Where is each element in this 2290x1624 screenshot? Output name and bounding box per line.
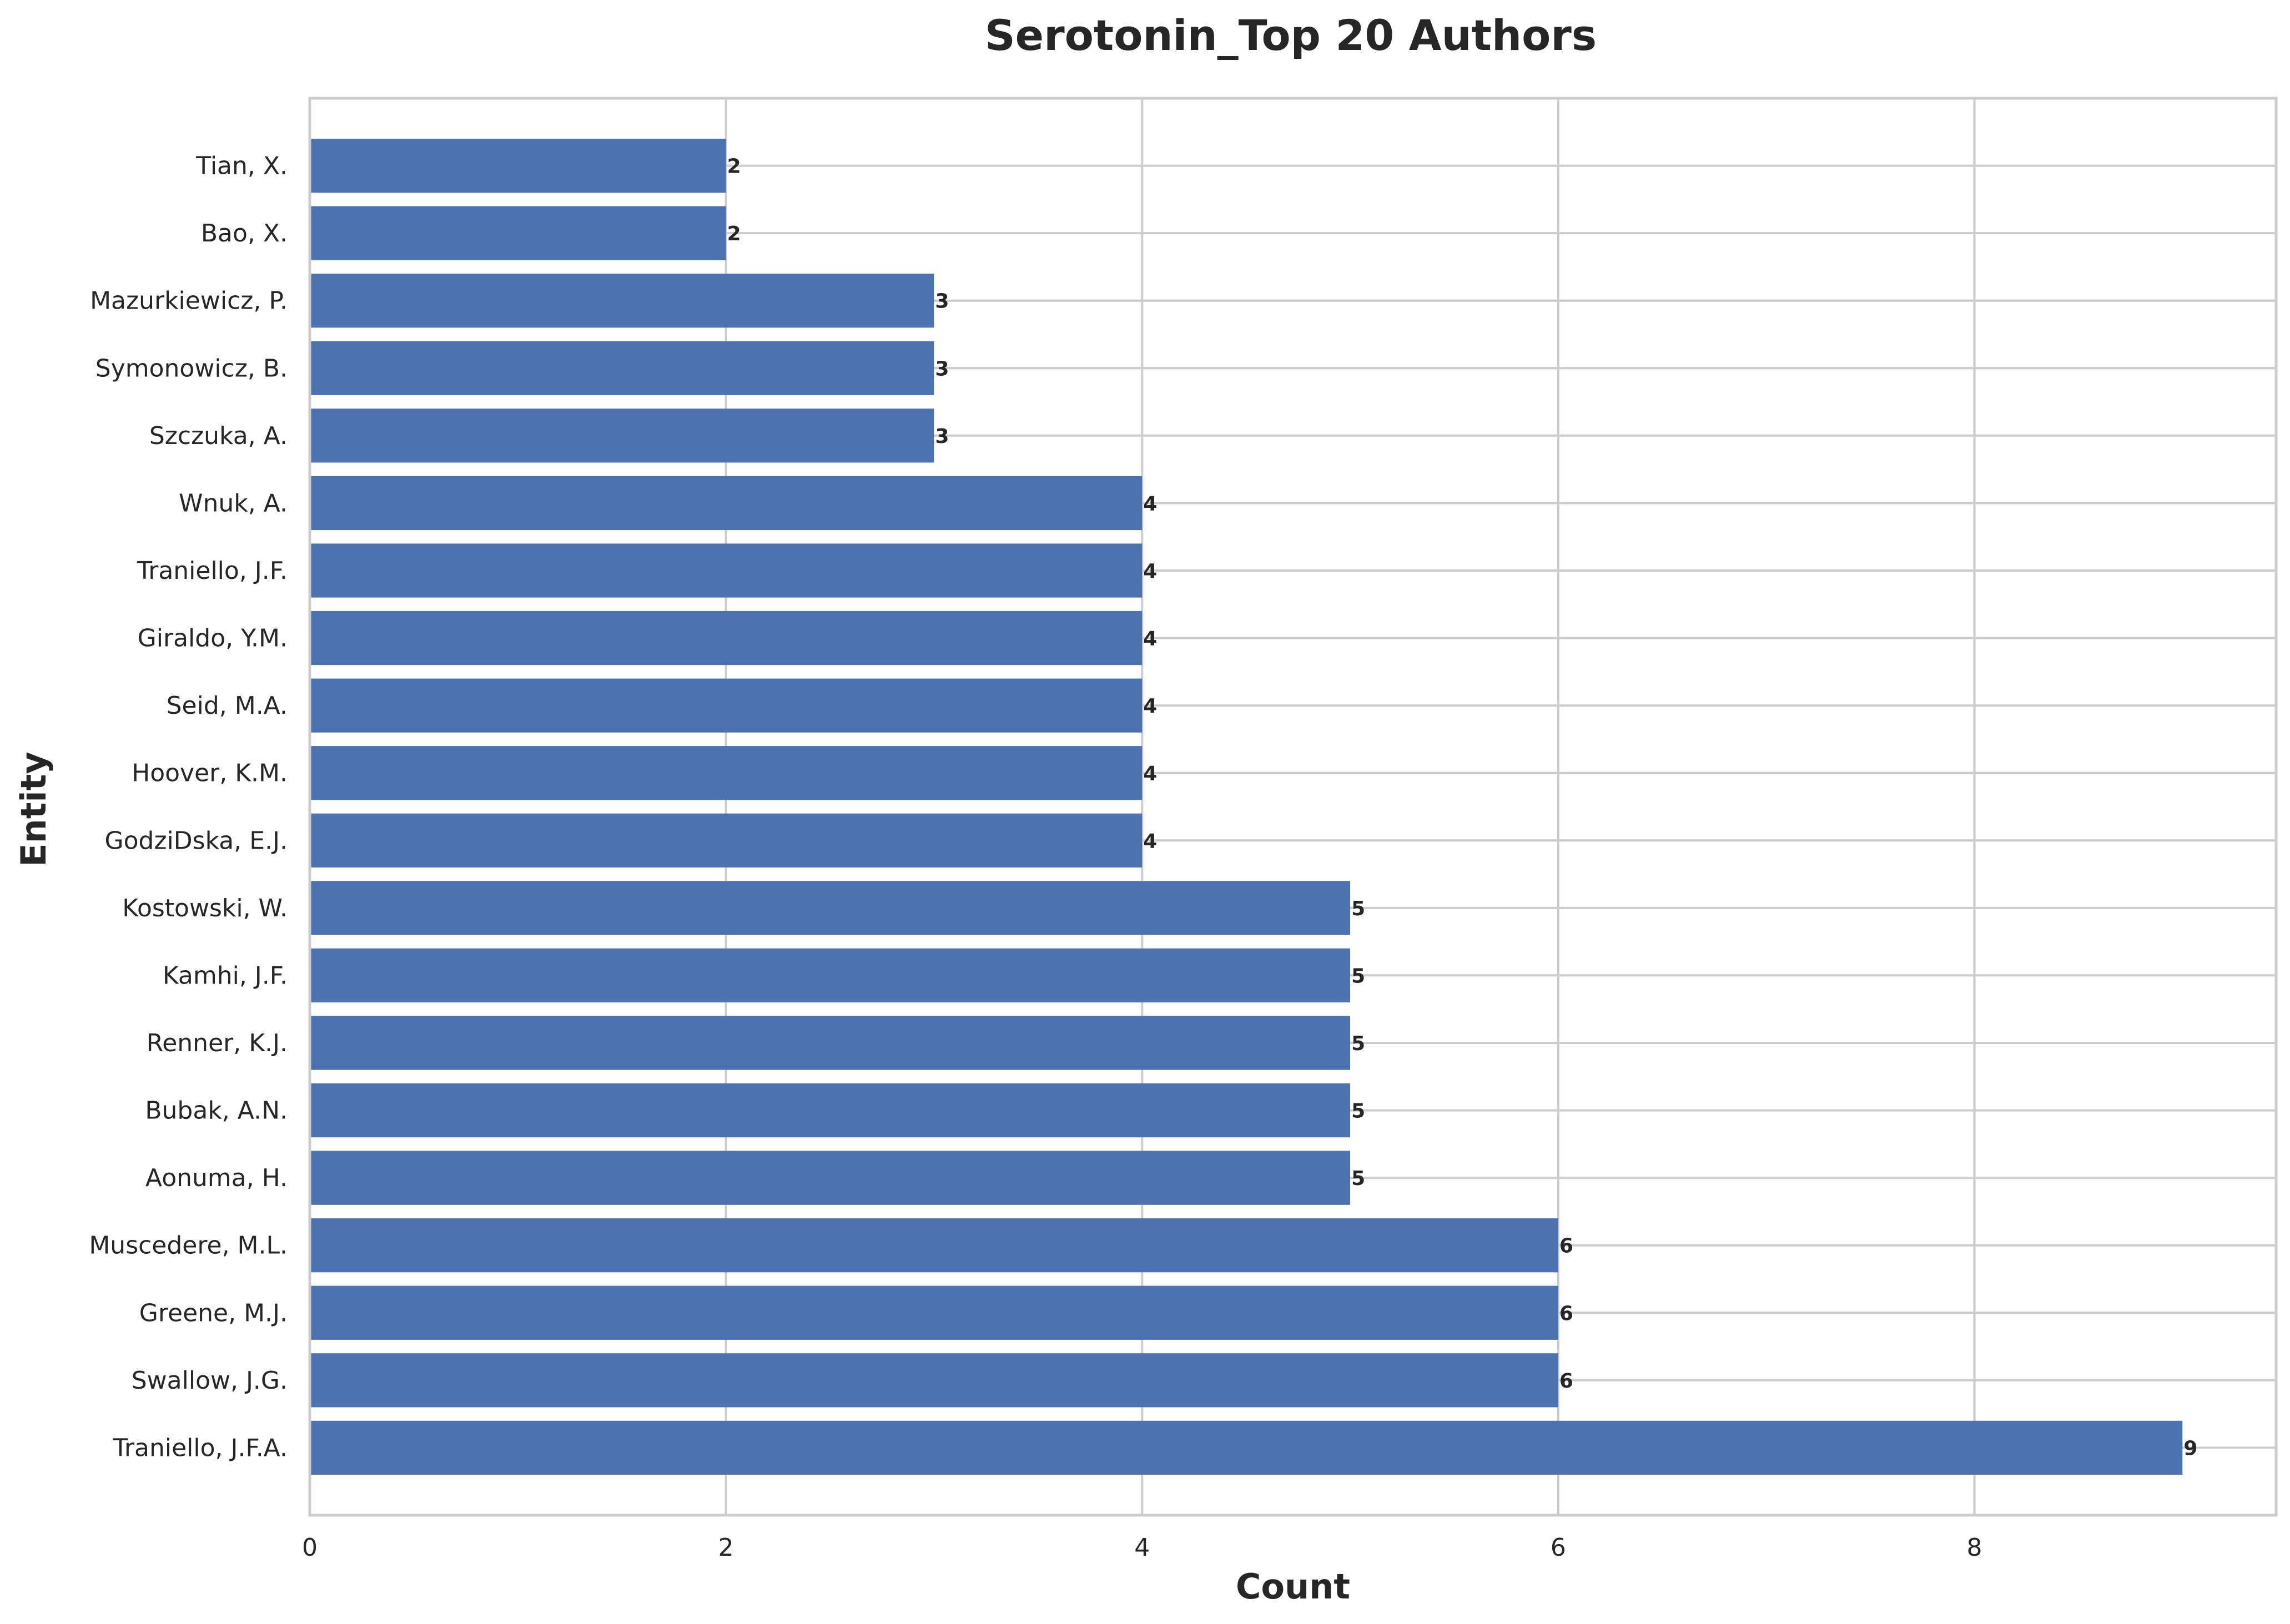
bar-value-label: 6 <box>1559 1235 1573 1258</box>
y-tick-label: GodziDska, E.J. <box>105 826 288 855</box>
bar-value-label: 3 <box>935 290 949 313</box>
y-tick-label: Tian, X. <box>195 152 288 180</box>
x-tick-label: 6 <box>1551 1534 1566 1562</box>
bar <box>310 746 1143 800</box>
y-tick-label: Seid, M.A. <box>167 692 288 720</box>
x-tick-label: 2 <box>718 1534 734 1562</box>
y-tick-labels: Tian, X. Bao, X. Mazurkiewicz, P. Symonowic… <box>89 152 288 1462</box>
y-axis-label: Entity <box>13 752 54 866</box>
y-tick-label: Szczuka, A. <box>149 422 288 450</box>
bar-value-label: 3 <box>935 425 949 448</box>
x-axis-label: Count <box>1236 1566 1350 1607</box>
bar <box>310 813 1143 868</box>
bars-layer <box>310 138 2183 1475</box>
bar-value-label: 4 <box>1143 492 1157 515</box>
x-tick-label: 0 <box>302 1534 318 1562</box>
bar-value-label: 4 <box>1143 695 1157 718</box>
bar <box>310 543 1143 598</box>
y-tick-label: Traniello, J.F. <box>137 557 288 585</box>
bar-value-label: 5 <box>1351 897 1365 920</box>
bar-value-label: 2 <box>727 223 741 245</box>
y-tick-label: Symonowicz, B. <box>95 354 288 382</box>
bar <box>310 206 726 260</box>
data-labels-layer: 2 2 3 3 3 4 4 4 4 4 4 5 5 5 5 5 6 6 6 9 <box>727 155 2198 1460</box>
bar-value-label: 4 <box>1143 830 1157 853</box>
bar <box>310 274 934 328</box>
bar <box>310 1016 1351 1070</box>
y-tick-label: Renner, K.J. <box>147 1029 288 1057</box>
plot-frame <box>308 97 2278 1517</box>
bar-value-label: 6 <box>1559 1302 1573 1325</box>
y-tick-label: Bao, X. <box>201 219 288 248</box>
y-tick-label: Greene, M.J. <box>139 1299 288 1327</box>
bar <box>310 408 934 463</box>
y-tick-label: Kostowski, W. <box>122 894 288 922</box>
chart-title: Serotonin_Top 20 Authors <box>985 11 1597 60</box>
y-tick-label: Giraldo, Y.M. <box>138 624 288 653</box>
bar-value-label: 6 <box>1559 1370 1573 1393</box>
bar <box>310 138 726 193</box>
bar-value-label: 2 <box>727 155 741 178</box>
bar <box>310 1151 1351 1205</box>
x-tick-labels: 0 2 4 6 8 <box>302 1534 1982 1562</box>
bar-value-label: 4 <box>1143 628 1157 650</box>
y-tick-label: Muscedere, M.L. <box>89 1232 288 1260</box>
bar-value-label: 5 <box>1351 1100 1365 1123</box>
bar-value-label: 5 <box>1351 1032 1365 1055</box>
x-tick-label: 8 <box>1967 1534 1982 1562</box>
bar <box>310 1083 1351 1138</box>
y-tick-label: Hoover, K.M. <box>132 759 288 788</box>
y-tick-label: Traniello, J.F.A. <box>113 1434 288 1462</box>
bar <box>310 1218 1558 1273</box>
bar <box>310 476 1143 531</box>
bar <box>310 948 1351 1003</box>
x-tick-label: 4 <box>1134 1534 1150 1562</box>
bar-value-label: 5 <box>1351 1167 1365 1190</box>
bar-value-label: 4 <box>1143 763 1157 785</box>
y-tick-label: Wnuk, A. <box>179 489 288 517</box>
bar <box>310 611 1143 665</box>
bar-value-label: 4 <box>1143 560 1157 583</box>
y-tick-label: Swallow, J.G. <box>132 1366 288 1395</box>
y-tick-label: Aonuma, H. <box>145 1164 288 1192</box>
bar <box>310 678 1143 733</box>
y-tick-label: Bubak, A.N. <box>145 1097 288 1125</box>
bar-value-label: 5 <box>1351 965 1365 987</box>
y-tick-label: Kamhi, J.F. <box>163 961 288 990</box>
bar <box>310 341 934 395</box>
bar <box>310 1353 1558 1408</box>
bar-value-label: 9 <box>2183 1437 2197 1460</box>
y-tick-label: Mazurkiewicz, P. <box>90 287 288 315</box>
bar <box>310 881 1351 935</box>
bar-value-label: 3 <box>935 357 949 380</box>
bar <box>310 1285 1558 1340</box>
bar <box>310 1420 2183 1475</box>
